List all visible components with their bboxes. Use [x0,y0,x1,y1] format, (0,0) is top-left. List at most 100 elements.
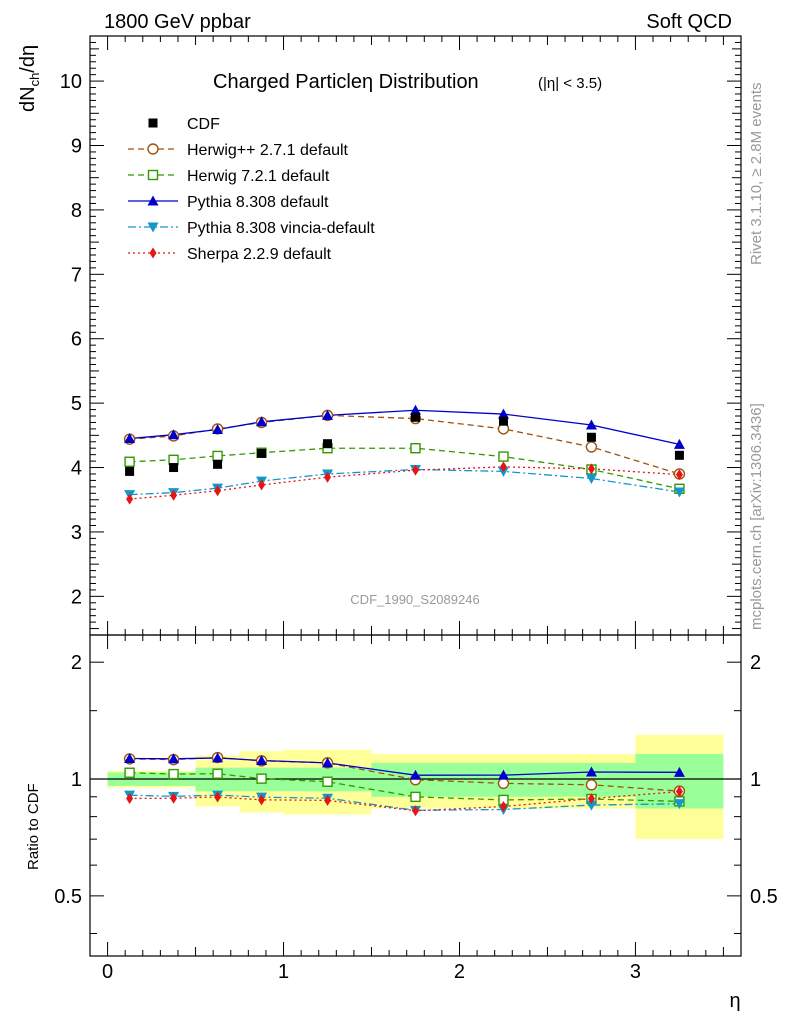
point-herwig-2-7-1-default [585,441,598,453]
category-label: Soft QCD [646,11,732,33]
ratio-y-tick-label: 1 [71,769,82,791]
point-herwig-7-2-1-default [498,451,509,462]
legend-marker-pythia-8-308-default [147,195,159,206]
y-tick-label: 5 [71,393,82,415]
legend-label-pythia-8-308-vincia-default: Pythia 8.308 vincia-default [187,220,375,237]
ratio-point-herwig-7-2-1-default [124,767,135,778]
series-line-herwig-7-2-1-default [129,447,680,490]
ratio-point-pythia-8-308-default [585,766,597,777]
ratio-point-herwig-7-2-1-default [212,768,223,779]
legend-marker-herwig-7-2-1-default [147,169,159,181]
point-pythia-8-308-vincia-default [585,473,597,484]
ratio-point-herwig-2-7-1-default [497,777,510,790]
y-tick-label: 2 [71,586,82,608]
legend-marker-pythia-8-308-vincia-default [147,222,159,233]
chart-title-main: Charged Particleη Distribution [213,71,479,93]
legend-label-herwig-2-7-1-default: Herwig++ 2.7.1 default [187,142,349,159]
ratio-point-herwig-7-2-1-default [322,776,333,787]
legend-label-sherpa-2-2-9-default: Sherpa 2.2.9 default [187,246,332,263]
point-cdf [411,412,420,422]
ratio-point-sherpa-2-2-9-default [412,805,419,817]
ratio-point-sherpa-2-2-9-default [170,792,178,804]
point-cdf [213,459,223,469]
y-axis-label: dNch/dη [17,45,42,112]
legend-label-cdf: CDF [187,116,220,133]
point-pythia-8-308-default [168,429,180,440]
ratio-point-herwig-7-2-1-default [256,773,267,784]
ratio-point-pythia-8-308-default [322,757,334,768]
point-pythia-8-308-default [497,408,509,419]
chart-title: Charged Particleη Distribution (|η| < 3.… [213,71,602,93]
point-pythia-8-308-default [124,433,136,444]
point-cdf [125,466,135,476]
series-line-herwig-2-7-1-default [129,414,680,475]
ratio-y-tick-label: 0.5 [54,886,82,908]
ratio-point-sherpa-2-2-9-default [258,794,266,806]
point-pythia-8-308-default [585,419,597,430]
y-tick-label: 8 [71,200,82,222]
point-sherpa-2-2-9-default [258,479,266,491]
point-pythia-8-308-default [673,438,685,449]
ratio-y-tick-label: 2 [71,652,82,674]
ratio-point-sherpa-2-2-9-default [587,793,595,805]
y-tick-label: 3 [71,522,82,544]
ratio-y-tick-label-right: 1 [750,769,761,791]
y-tick-label: 10 [60,71,82,93]
point-sherpa-2-2-9-default [170,489,178,501]
analysis-watermark: CDF_1990_S2089246 [350,592,479,607]
ratio-point-herwig-7-2-1-default [168,768,179,780]
series-line-pythia-8-308-default [129,409,680,445]
legend-label-pythia-8-308-default: Pythia 8.308 default [187,194,329,211]
ratio-point-pythia-8-308-default [256,755,268,766]
ratio-y-tick-label-right: 0.5 [750,886,778,908]
legend-marker-herwig-2-7-1-default [147,143,159,155]
point-herwig-7-2-1-default [212,450,223,462]
main-plot-panel: 2 3 4 5 6 7 8 9 10 [60,35,742,636]
point-cdf [498,416,508,426]
chart-title-sub: (|η| < 3.5) [538,75,602,92]
point-sherpa-2-2-9-default [412,464,419,476]
ratio-point-sherpa-2-2-9-default [675,786,683,798]
point-sherpa-2-2-9-default [675,469,683,481]
ratio-axis-label: Ratio to CDF [25,783,42,870]
rivet-label: Rivet 3.1.10, ≥ 2.8M events [748,83,765,266]
ratio-point-pythia-8-308-default [124,753,136,764]
ratio-point-sherpa-2-2-9-default [214,791,222,803]
ratio-point-sherpa-2-2-9-default [499,801,507,813]
series-line-pythia-8-308-vincia-default [129,468,680,496]
point-herwig-7-2-1-default [168,454,179,466]
ratio-point-pythia-8-308-default [497,769,509,780]
point-sherpa-2-2-9-default [499,461,507,473]
point-pythia-8-308-default [256,416,268,427]
ratio-plot-frame [89,634,742,957]
point-sherpa-2-2-9-default [587,463,595,475]
legend-label-herwig-7-2-1-default: Herwig 7.2.1 default [187,168,330,185]
point-pythia-8-308-default [212,424,224,435]
y-tick-label: 7 [71,264,82,286]
ratio-point-herwig-2-7-1-default [585,779,598,791]
point-sherpa-2-2-9-default [324,471,332,483]
point-sherpa-2-2-9-default [214,485,222,497]
ratio-line-herwig-2-7-1-default [129,756,680,792]
x-tick-label: 2 [454,961,465,983]
x-tick-label: 0 [102,961,113,983]
point-herwig-7-2-1-default [410,443,421,454]
point-herwig-7-2-1-default [124,456,135,467]
x-tick-label: 1 [278,961,289,983]
point-cdf [323,439,333,449]
ratio-point-sherpa-2-2-9-default [324,794,332,806]
point-cdf [586,432,596,442]
legend-marker-cdf [148,118,158,128]
mcplots-label: mcplots.cern.ch [arXiv:1306.3436] [748,403,765,630]
ratio-y-tick-label-right: 2 [750,652,761,674]
ratio-point-pythia-8-308-default [168,753,180,764]
energy-label: 1800 GeV ppbar [104,11,251,33]
point-cdf [674,450,684,460]
ratio-point-herwig-7-2-1-default [410,791,421,803]
ratio-line-herwig-7-2-1-default [129,772,680,803]
legend-marker-sherpa-2-2-9-default [149,247,157,259]
legend: CDF Herwig++ 2.7.1 default Herwig 7.2.1 de… [128,116,375,263]
series-line-sherpa-2-2-9-default [129,466,680,500]
ratio-point-pythia-8-308-default [212,752,224,763]
